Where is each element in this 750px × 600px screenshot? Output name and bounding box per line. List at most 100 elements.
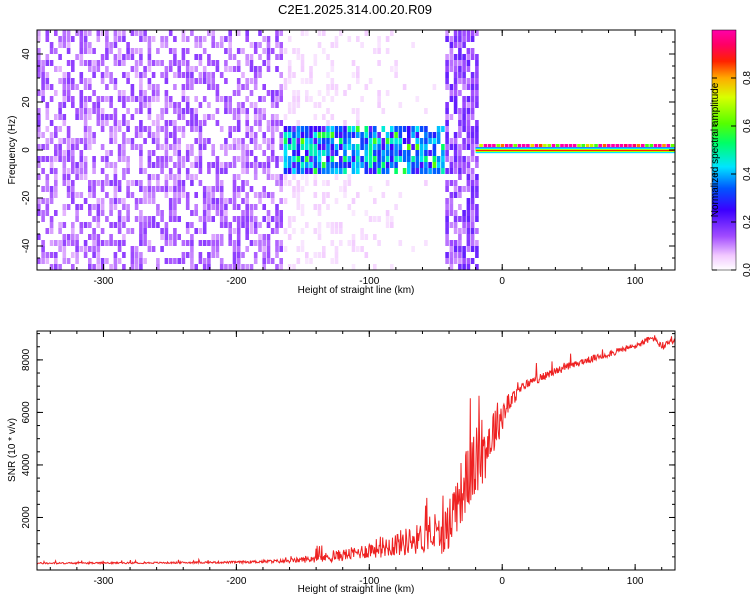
heatmap-cell (453, 132, 458, 138)
heatmap-cell (419, 144, 424, 150)
heatmap-cell (449, 96, 454, 102)
heatmap-cell (96, 264, 101, 270)
heatmap-cell (334, 144, 339, 150)
heatmap-cell (287, 168, 292, 174)
heatmap-cell (168, 204, 173, 210)
heatmap-cell (83, 84, 88, 90)
heatmap-cell (66, 258, 71, 264)
heatmap-cell (424, 108, 428, 114)
heatmap-cell (160, 60, 164, 66)
heatmap-cell (275, 114, 279, 120)
heatmap-cell (113, 120, 118, 126)
heatmap-cell (79, 246, 84, 252)
heatmap-cell (185, 72, 190, 78)
heatmap-cell (300, 78, 305, 84)
heatmap-cell (207, 264, 211, 270)
heatmap-cell (75, 234, 79, 240)
heatmap-cell (253, 132, 258, 138)
heatmap-cell (458, 48, 462, 54)
heatmap-cell (262, 150, 266, 156)
heatmap-cell (453, 78, 458, 84)
heatmap-cell (88, 180, 92, 186)
heatmap-cell (330, 168, 335, 174)
heatmap-cell (449, 264, 454, 270)
heatmap-cell (241, 84, 245, 90)
heatmap-cell (245, 132, 249, 138)
heatmap-cell (164, 78, 169, 84)
heatmap-cell (270, 90, 275, 96)
heatmap-cell (151, 150, 156, 156)
heatmap-cell (113, 60, 118, 66)
heatmap-cell (207, 162, 211, 168)
heatmap-cell (249, 126, 254, 132)
heatmap-cell (326, 126, 330, 132)
heatmap-cell (292, 186, 296, 192)
heatmap-cell (385, 210, 390, 216)
heatmap-cell (279, 198, 283, 204)
heatmap-cell (262, 168, 266, 174)
heatmap-cell (449, 144, 454, 150)
heatmap-cell (470, 36, 475, 42)
heatmap-cell (287, 156, 292, 162)
heatmap-cell (143, 228, 147, 234)
heatmap-cell (475, 186, 479, 192)
heatmap-cell (296, 48, 301, 54)
heatmap-cell (322, 192, 326, 198)
colorbar-tick-label: 0.8 (742, 71, 750, 85)
heatmap-cell (207, 30, 211, 36)
heatmap-cell (262, 48, 266, 54)
heatmap-cell (326, 90, 330, 96)
heatmap-cell (381, 108, 386, 114)
heatmap-cell (122, 120, 126, 126)
heatmap-cell (113, 174, 118, 180)
heatmap-cell (113, 168, 118, 174)
heatmap-cell (37, 156, 41, 162)
heatmap-cell (232, 186, 237, 192)
heatmap-cell (462, 216, 466, 222)
heatmap-cell (113, 114, 118, 120)
heatmap-cell (96, 30, 101, 36)
heatmap-cell (105, 54, 109, 60)
heatmap-cell (156, 114, 160, 120)
heatmap-cell (462, 60, 466, 66)
heatmap-cell (330, 258, 335, 264)
heatmap-cell (462, 78, 466, 84)
heatmap-cell (419, 168, 424, 174)
heatmap-cell (41, 210, 45, 216)
heatmap-cell (147, 216, 152, 222)
heatmap-cell (181, 126, 186, 132)
heatmap-cell (368, 78, 373, 84)
heatmap-cell (266, 210, 271, 216)
heatmap-cell (194, 36, 198, 42)
heatmap-cell (185, 36, 190, 42)
heatmap-cell (458, 54, 462, 60)
heatmap-cell (236, 246, 241, 252)
heatmap-cell (432, 150, 437, 156)
heatmap-cell (75, 252, 79, 258)
heatmap-cell (458, 240, 462, 246)
heatmap-cell (134, 108, 139, 114)
heatmap-cell (253, 258, 258, 264)
heatmap-cell (71, 228, 75, 234)
heatmap-cell (470, 204, 475, 210)
heatmap-cell (339, 126, 343, 132)
heatmap-cell (224, 204, 228, 210)
heatmap-cell (83, 36, 88, 42)
heatmap-cell (156, 162, 160, 168)
heatmap-cell (151, 60, 156, 66)
heatmap-cell (190, 66, 194, 72)
heatmap-cell (66, 144, 71, 150)
heatmap-cell (83, 120, 88, 126)
heatmap-cell (270, 102, 275, 108)
heatmap-cell (228, 96, 232, 102)
heatmap-cell (198, 252, 203, 258)
heatmap-cell (37, 60, 41, 66)
heatmap-cell (236, 108, 241, 114)
heatmap-cell (258, 54, 262, 60)
heatmap-cell (462, 36, 466, 42)
heatmap-cell (83, 30, 88, 36)
heatmap-cell (292, 96, 296, 102)
heatmap-cell (330, 42, 335, 48)
heatmap-cell (356, 156, 360, 162)
heatmap-cell (181, 96, 186, 102)
